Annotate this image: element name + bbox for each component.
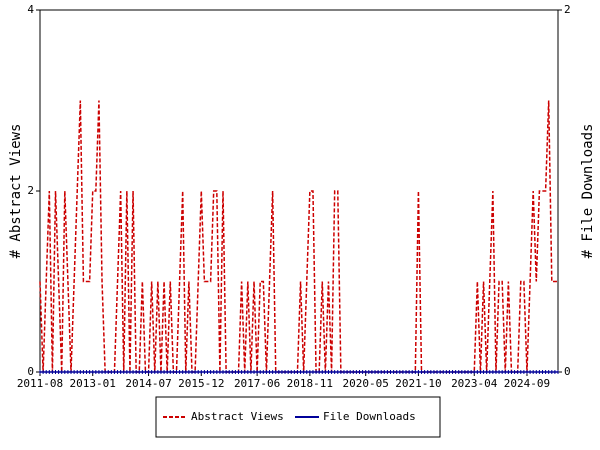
y-tick-label: 4 — [27, 3, 34, 16]
series-line — [39, 100, 558, 373]
legend-label: Abstract Views — [191, 410, 284, 423]
x-tick-label: 2011-08 — [17, 377, 63, 390]
x-tick-label: 2021-10 — [395, 377, 441, 390]
x-tick-label: 2020-05 — [343, 377, 389, 390]
x-tick-label: 2015-12 — [178, 377, 224, 390]
y2-tick-label: 2 — [564, 3, 571, 16]
x-tick-label: 2014-07 — [125, 377, 171, 390]
x-tick-label: 2018-11 — [287, 377, 333, 390]
legend — [155, 396, 441, 438]
y-tick-label: 2 — [27, 184, 34, 197]
x-tick-label: 2024-09 — [504, 377, 550, 390]
x-tick-label: 2013-01 — [70, 377, 116, 390]
x-tick-label: 2023-04 — [451, 377, 498, 390]
y-axis-label: # Abstract Views — [8, 124, 24, 259]
legend-label: File Downloads — [323, 410, 416, 423]
y-tick-label: 0 — [27, 365, 34, 378]
y2-axis-label: # File Downloads — [580, 124, 596, 259]
x-tick-label: 2017-06 — [234, 377, 280, 390]
y2-tick-label: 0 — [564, 365, 571, 378]
